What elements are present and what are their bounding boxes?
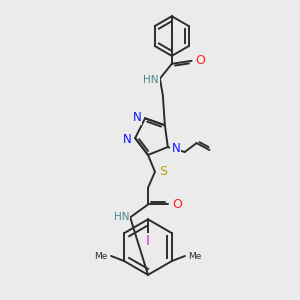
Text: N: N	[123, 133, 132, 146]
Text: O: O	[196, 54, 206, 67]
Text: O: O	[172, 198, 182, 211]
Text: S: S	[159, 165, 167, 178]
Text: HN: HN	[143, 75, 159, 85]
Text: Me: Me	[188, 251, 202, 260]
Text: N: N	[133, 111, 142, 124]
Text: HN: HN	[113, 212, 129, 222]
Text: Me: Me	[94, 251, 108, 260]
Text: I: I	[146, 234, 150, 248]
Text: N: N	[171, 142, 180, 154]
